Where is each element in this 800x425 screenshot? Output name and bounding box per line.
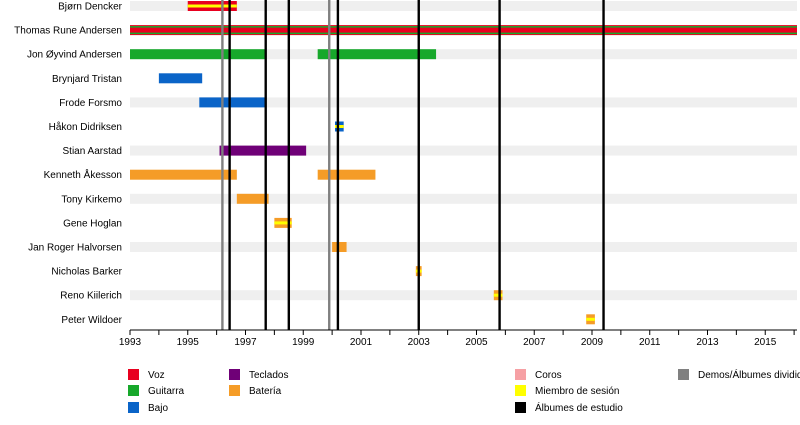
member-name: Frode Forsmo xyxy=(59,98,122,109)
member-name: Håkon Didriksen xyxy=(49,121,122,133)
secondary-stripe xyxy=(130,26,797,28)
row-stripe xyxy=(130,290,797,301)
legend-label: Álbumes de estudio xyxy=(535,403,623,414)
member-name: Peter Wildoer xyxy=(61,315,122,326)
legend-item: Miembro de sesión xyxy=(515,384,620,399)
legend-label: Bajo xyxy=(148,403,169,414)
legend-item: Teclados xyxy=(229,368,289,383)
member-name: Nicholas Barker xyxy=(51,267,122,278)
legend-item: Bajo xyxy=(128,401,169,416)
legend-label: Batería xyxy=(249,386,282,397)
legend-swatch xyxy=(128,401,139,413)
member-bar xyxy=(199,97,266,108)
member-bar xyxy=(219,145,307,156)
legend-swatch xyxy=(678,368,689,380)
member-bar xyxy=(130,49,266,60)
secondary-stripe xyxy=(130,32,797,35)
x-tick-label: 1999 xyxy=(292,337,315,348)
member-name: Reno Kiilerich xyxy=(60,291,122,302)
x-tick-label: 2015 xyxy=(754,337,777,348)
member-bar xyxy=(130,169,237,180)
row-stripe xyxy=(130,97,797,108)
x-tick-label: 2009 xyxy=(581,337,604,348)
legend-swatch xyxy=(515,368,526,380)
member-bar xyxy=(332,242,347,252)
legend-item: Coros xyxy=(515,368,562,383)
row-stripe xyxy=(130,242,797,252)
member-bar xyxy=(130,25,797,36)
member-name: Brynjard Tristan xyxy=(52,74,122,85)
legend-swatch xyxy=(515,384,526,396)
member-name: Jan Roger Halvorsen xyxy=(28,243,122,254)
legend-item: Voz xyxy=(128,368,165,383)
member-bar xyxy=(317,169,376,180)
member-bar xyxy=(317,49,437,60)
row-stripe xyxy=(130,145,797,156)
legend-label: Demos/Álbumes divididos xyxy=(698,370,800,381)
legend-item: Guitarra xyxy=(128,384,185,399)
row-stripe xyxy=(130,193,797,204)
x-tick-label: 2005 xyxy=(465,337,488,348)
x-tick-label: 2003 xyxy=(408,337,431,348)
legend-swatch xyxy=(229,368,240,380)
legend-swatch xyxy=(229,384,240,396)
member-bar xyxy=(236,193,269,204)
member-bar xyxy=(158,73,203,84)
legend-label: Coros xyxy=(535,370,562,381)
member-name: Tony Kirkemo xyxy=(61,194,122,205)
legend-swatch xyxy=(128,368,139,380)
session-stripe xyxy=(274,221,292,225)
member-name: Bjørn Dencker xyxy=(58,2,123,13)
row-stripe xyxy=(130,1,797,11)
legend-swatch xyxy=(515,401,526,413)
member-name: Thomas Rune Andersen xyxy=(14,26,122,37)
legend-item: Álbumes de estudio xyxy=(515,401,623,416)
x-tick-label: 2011 xyxy=(639,337,661,348)
legend-item: Demos/Álbumes divididos xyxy=(678,368,800,383)
session-stripe xyxy=(586,317,595,321)
legend-swatch xyxy=(128,384,139,396)
legend-item: Batería xyxy=(229,384,282,399)
session-stripe xyxy=(493,293,503,297)
x-tick-label: 1995 xyxy=(177,337,200,348)
x-tick-label: 2001 xyxy=(350,337,373,348)
member-name: Stian Aarstad xyxy=(63,146,122,157)
x-tick-label: 2013 xyxy=(696,337,719,348)
legend-label: Miembro de sesión xyxy=(535,386,620,397)
member-name: Gene Hoglan xyxy=(63,218,122,229)
legend-label: Voz xyxy=(148,370,165,381)
session-stripe xyxy=(335,125,344,128)
x-tick-label: 1993 xyxy=(119,337,142,348)
x-tick-label: 2007 xyxy=(523,337,546,348)
x-tick-label: 1997 xyxy=(234,337,257,348)
member-name: Jon Øyvind Andersen xyxy=(27,50,122,61)
member-name: Kenneth Åkesson xyxy=(44,168,122,181)
row-stripe xyxy=(130,49,797,60)
legend-label: Teclados xyxy=(249,370,289,381)
legend-label: Guitarra xyxy=(148,386,185,397)
session-stripe xyxy=(187,4,237,8)
